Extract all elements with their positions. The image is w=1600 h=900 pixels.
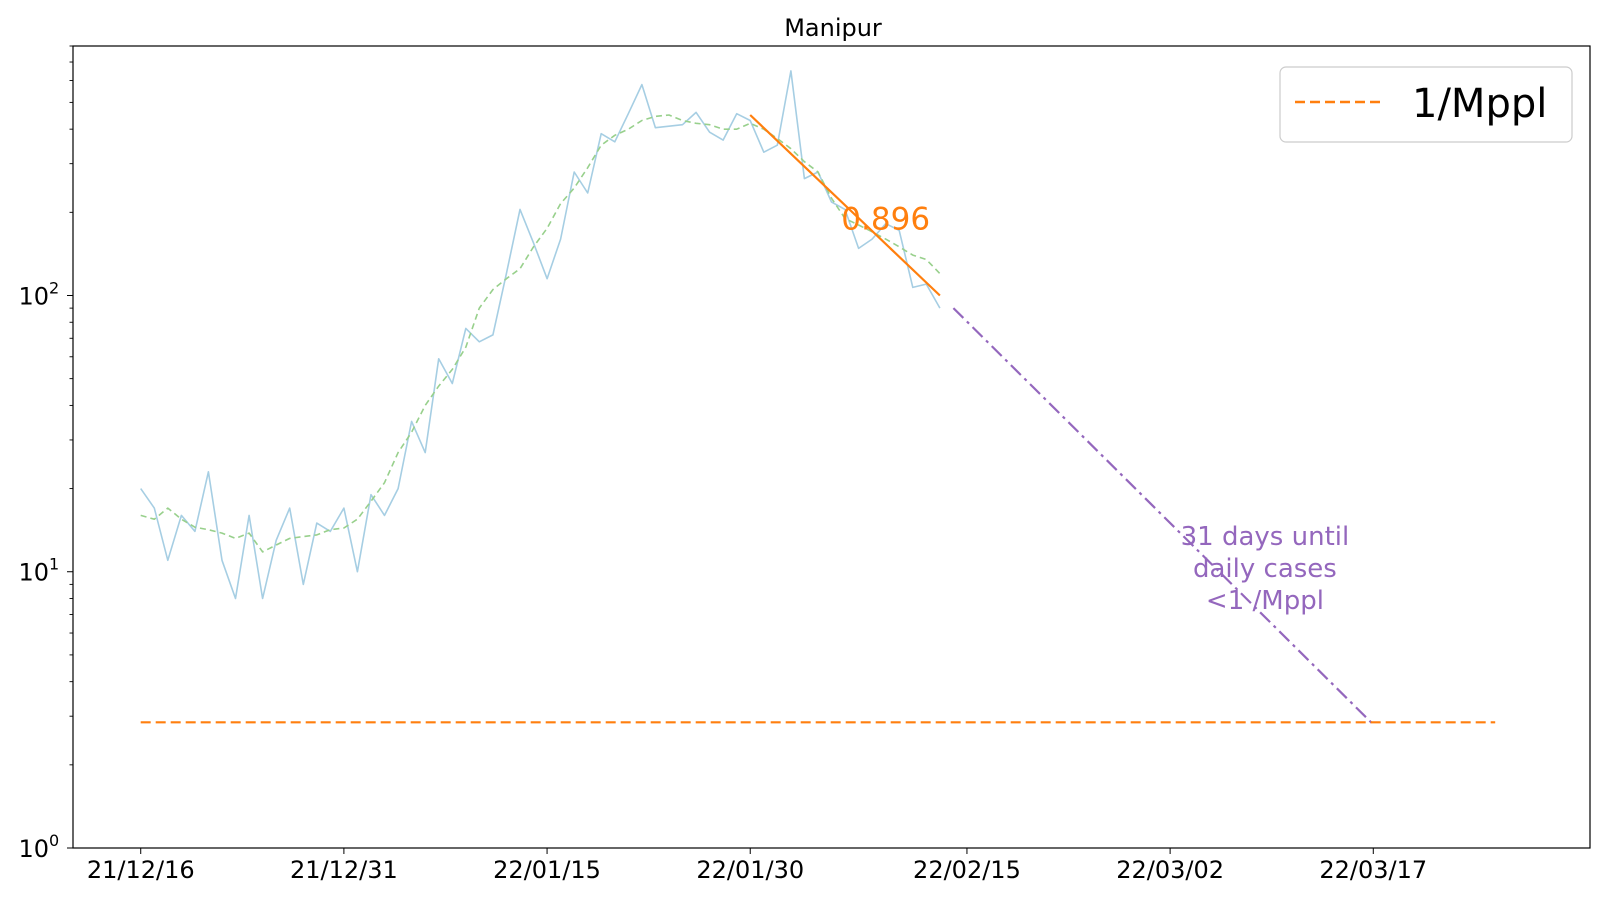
series-line-2 bbox=[749, 114, 941, 297]
y-tick-exponent: 0 bbox=[49, 831, 59, 850]
series-layer bbox=[140, 70, 1496, 726]
y-tick-exponent: 2 bbox=[49, 278, 59, 297]
series-line-0 bbox=[140, 70, 941, 600]
slope-label: 0.896 bbox=[841, 201, 930, 237]
legend: 1/Mppl bbox=[1279, 66, 1573, 143]
y-tick-label: 10 bbox=[18, 282, 49, 310]
annotation-line-0: 31 days until bbox=[1181, 522, 1350, 552]
x-tick-label: 22/02/15 bbox=[913, 856, 1021, 884]
y-tick-label: 10 bbox=[18, 559, 49, 587]
annotation-line-2: <1 /Mppl bbox=[1206, 586, 1324, 616]
chart-title: Manipur bbox=[784, 14, 882, 42]
x-tick-label: 21/12/31 bbox=[290, 856, 398, 884]
annotation-line-1: daily cases bbox=[1193, 554, 1337, 584]
y-tick-label: 10 bbox=[18, 835, 49, 863]
legend-frame bbox=[1279, 66, 1573, 143]
x-tick-label: 22/03/17 bbox=[1319, 856, 1427, 884]
x-tick-label: 22/03/02 bbox=[1116, 856, 1224, 884]
plot-frame bbox=[72, 45, 1591, 849]
axes-layer: 21/12/16 21/12/31 22/01/15 22/01/30 22/02/15… bbox=[18, 45, 1591, 884]
x-tick-label: 21/12/16 bbox=[87, 856, 195, 884]
x-tick-label: 22/01/30 bbox=[696, 856, 804, 884]
legend-label: 1/Mppl bbox=[1412, 81, 1547, 127]
x-tick-label: 22/01/15 bbox=[493, 856, 601, 884]
y-tick-exponent: 1 bbox=[49, 555, 59, 574]
series-line-3 bbox=[952, 307, 1375, 726]
